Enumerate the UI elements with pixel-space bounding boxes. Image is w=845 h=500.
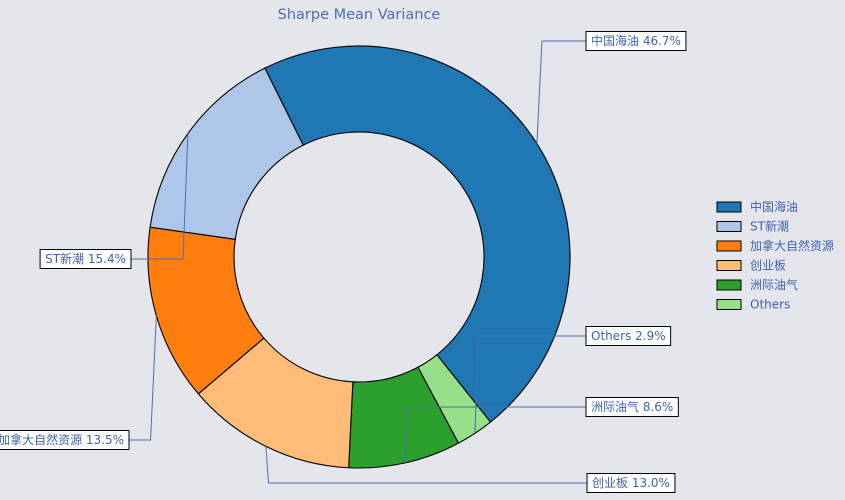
- slice-label-加拿大自然资源: 加拿大自然资源 13.5%: [0, 432, 124, 447]
- legend-label-ST新潮: ST新潮: [750, 219, 789, 234]
- label-line-洲际油气: [404, 406, 586, 463]
- slice-labels-group: 中国海油 46.7% Others 2.9% 洲际油气 8.6% 创业板 13.0% 加…: [0, 31, 687, 493]
- slice-中国海油: [264, 45, 571, 423]
- slice-label-box-加拿大自然资源: [0, 430, 130, 450]
- legend-swatch-创业板: [716, 260, 742, 271]
- slice-label-ST新潮: ST新潮 15.4%: [45, 251, 126, 266]
- slice-label-box-中国海油: [585, 31, 687, 51]
- legend-label-中国海油: 中国海油: [750, 199, 798, 214]
- slice-label-box-创业板: [586, 473, 676, 493]
- legend-swatch-洲际油气: [716, 279, 742, 291]
- slice-label-box-洲际油气: [585, 397, 679, 417]
- legend-label-创业板: 创业板: [750, 259, 786, 273]
- label-line-创业板: [265, 446, 587, 484]
- slice-label-洲际油气: 洲际油气 8.6%: [591, 399, 673, 414]
- label-line-加拿大自然资源: [129, 315, 157, 441]
- slice-label-box-Others: [585, 326, 672, 346]
- legend-swatch-中国海油: [716, 201, 742, 213]
- legend-label-洲际油气: 洲际油气: [750, 277, 798, 292]
- label-line-ST新潮: [131, 133, 189, 260]
- slice-label-中国海油: 中国海油 46.7%: [591, 33, 681, 48]
- legend-swatch-加拿大自然资源: [716, 240, 742, 252]
- slices-group: [147, 45, 571, 469]
- slice-label-box-ST新潮: [39, 249, 132, 269]
- chart-title: Sharpe Mean Variance: [278, 7, 441, 23]
- legend-swatch-Others: [716, 299, 742, 310]
- legend-swatch-ST新潮: [716, 221, 742, 232]
- legend-label-Others: Others: [750, 298, 790, 312]
- slice-label-Others: Others 2.9%: [591, 329, 666, 343]
- slice-ST新潮: [149, 67, 304, 240]
- label-line-Others: [474, 335, 586, 434]
- slice-label-创业板: 创业板 13.0%: [592, 476, 670, 490]
- legend-label-加拿大自然资源: 加拿大自然资源: [750, 238, 834, 253]
- label-line-中国海油: [536, 40, 586, 144]
